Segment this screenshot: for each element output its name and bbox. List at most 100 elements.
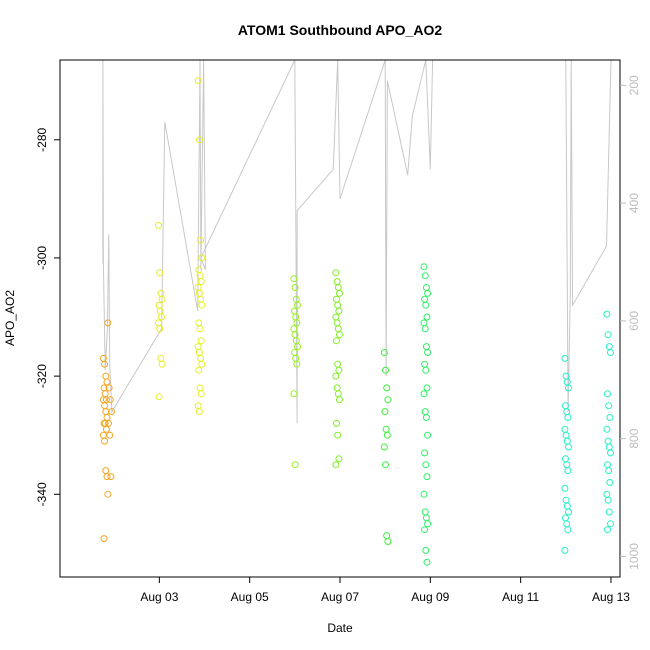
data-point [108,408,115,416]
data-point [198,254,206,262]
series-6 [380,349,392,545]
data-point [336,331,343,339]
data-point [421,325,429,333]
data-point [195,366,203,374]
data-point [155,393,163,401]
x-tick-label: Aug 13 [592,590,630,604]
y-axis: -280 -300 -320 -340 [35,127,60,506]
data-point [156,325,164,333]
data-point [561,484,569,492]
data-point [104,490,112,498]
data-point [384,538,392,545]
data-point [332,372,340,380]
data-point [103,378,111,386]
y-tick-label: -340 [35,482,49,506]
data-point [195,408,203,416]
data-point [198,360,206,368]
data-point [293,360,301,368]
data-point [294,343,301,351]
data-point [158,313,165,321]
data-point [564,414,572,421]
data-point [422,366,430,374]
data-point [334,431,342,439]
series-2 [155,221,166,401]
data-point [336,289,343,297]
data-point [156,269,164,277]
data-point [603,310,611,318]
x-tick-label: Aug 03 [140,590,178,604]
data-point [565,443,572,451]
data-point [420,390,428,398]
data-point [155,221,162,229]
data-point [332,269,340,277]
data-point [604,526,611,534]
series-3 [194,77,206,416]
data-point [604,390,611,398]
data-point [424,431,432,439]
data-point [607,349,614,356]
data-point [605,467,613,475]
data-point [605,402,613,410]
data-point [105,419,112,427]
data-point [424,349,432,356]
chart-title: ATOM1 Southbound APO_AO2 [238,22,443,38]
data-point [105,384,113,392]
y-tick-label: -320 [35,364,49,388]
data-point [102,425,110,433]
series-8 [561,354,572,554]
data-point [421,449,429,457]
data-point [291,461,299,469]
data-point [604,496,612,504]
data-point [197,236,205,244]
data-point [335,366,343,374]
data-point [101,437,109,445]
data-point [422,301,430,309]
data-point [107,473,115,481]
data-point [561,546,569,554]
data-point [106,431,114,439]
data-point [158,295,166,303]
data-point [607,449,614,457]
y2-tick-label: 1000 [627,543,641,570]
x-tick-label: Aug 05 [231,590,269,604]
data-point [606,414,614,421]
data-point [421,526,429,534]
series-1 [104,319,115,498]
data-point [290,275,298,283]
data-point [381,408,389,416]
data-point [336,396,343,404]
data-point [293,319,301,327]
data-point [424,289,432,297]
x-tick-label: Aug 09 [411,590,449,604]
x-tick-label: Aug 07 [321,590,359,604]
y2-tick-label: 600 [627,311,641,331]
data-point [420,263,428,271]
series-9 [603,310,614,534]
data-point [561,354,569,362]
x-axis: Aug 03 Aug 05 Aug 07 Aug 09 Aug 11 Aug 13 [140,577,630,604]
x-axis-title: Date [327,621,353,635]
data-point [382,461,389,469]
data-point [104,319,112,327]
data-point [194,77,202,85]
data-point [604,331,612,339]
y-axis-title: APO_AO2 [3,290,17,346]
data-point [384,396,392,404]
data-point [333,337,340,345]
data-point [380,443,388,451]
y2-tick-label: 400 [627,193,641,213]
data-point [382,366,389,374]
data-point [383,431,391,439]
data-point [103,473,111,481]
data-point [423,313,431,321]
data-point [421,272,429,280]
data-point [198,301,206,309]
data-point [422,546,430,554]
data-point [420,490,428,498]
y-tick-label: -280 [35,127,49,151]
y2-tick-label: 800 [627,428,641,448]
data-point [607,520,614,528]
data-point [606,479,614,486]
y-tick-label: -300 [35,246,49,270]
